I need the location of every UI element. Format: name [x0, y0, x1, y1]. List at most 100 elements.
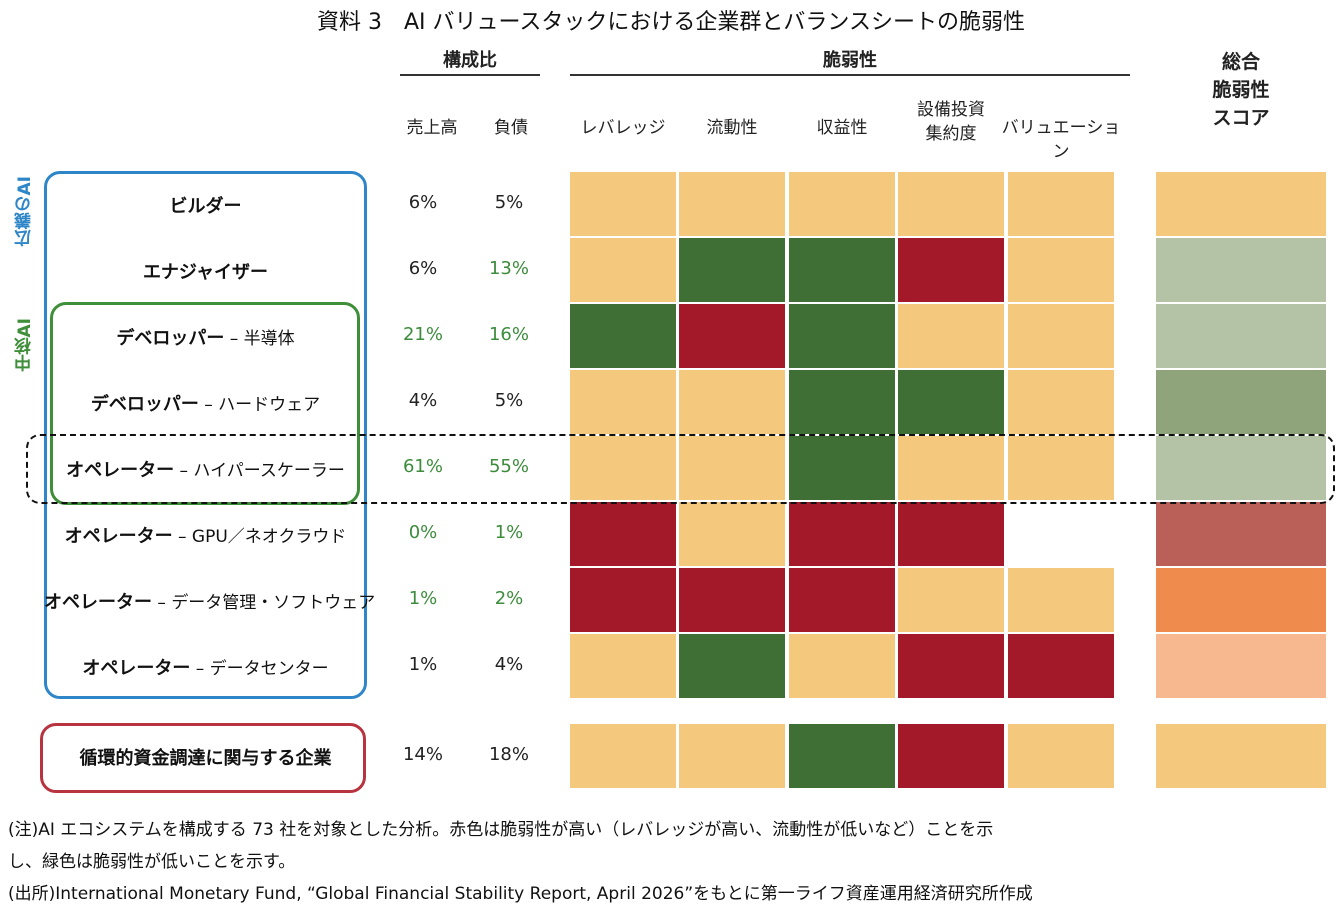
sales-share-value: 21% — [402, 324, 443, 345]
total-score-cell — [1156, 502, 1326, 566]
heatmap-cell — [679, 304, 785, 368]
sales-share-value: 1% — [408, 588, 438, 609]
row-label: オペレーター – ハイパースケーラー — [44, 456, 367, 482]
row-label: ビルダー — [44, 192, 367, 218]
col-header-line: 設備投資 — [917, 100, 985, 120]
row-label: オペレーター – データセンター — [44, 654, 367, 680]
debt-share-value: 2% — [494, 588, 524, 609]
heatmap-cell — [898, 724, 1004, 788]
row-label-sub: ハードウェア — [218, 395, 321, 415]
heatmap-cell — [898, 634, 1004, 698]
row-label-separator: – — [190, 659, 210, 679]
row-label-main: デベロッパー — [90, 394, 199, 415]
heatmap-cell — [789, 568, 895, 632]
row-label: エナジャイザー — [44, 258, 367, 284]
sales-share-value: 14% — [402, 744, 443, 765]
heatmap-cell — [898, 436, 1004, 500]
col-header-debt: 負債 — [494, 118, 528, 138]
row-label-sub: ハイパースケーラー — [193, 461, 345, 481]
heatmap-cell — [898, 568, 1004, 632]
debt-share-value: 18% — [488, 744, 529, 765]
total-header-line-3: スコア — [1212, 107, 1270, 129]
heatmap-cell — [1008, 502, 1114, 566]
heatmap-cell — [1008, 436, 1114, 500]
row-label-main: オペレーター — [64, 526, 173, 547]
heatmap-cell — [1008, 634, 1114, 698]
row-label-separator: – — [198, 395, 219, 415]
row-label-sub: データセンター — [209, 659, 329, 679]
row-label-separator: – — [152, 593, 172, 613]
broad-ai-label: 広義のAI — [15, 176, 35, 247]
note-line-2: し、緑色は脆弱性が低いことを示す。 — [8, 852, 296, 872]
total-header-line-1: 総合 — [1221, 51, 1260, 73]
heatmap-cell — [570, 502, 676, 566]
vulnerability-header-rule — [570, 74, 1130, 76]
heatmap-cell — [570, 370, 676, 434]
heatmap-cell — [679, 568, 785, 632]
debt-share-value: 55% — [488, 456, 529, 477]
heatmap-cell — [898, 502, 1004, 566]
col-header-vulnerability-1: 流動性 — [671, 116, 793, 140]
vulnerability-header: 脆弱性 — [823, 50, 877, 71]
heatmap-cell — [898, 238, 1004, 302]
row-label-main: デベロッパー — [116, 328, 225, 349]
col-header-line: 収益性 — [816, 118, 868, 138]
heatmap-cell — [679, 502, 785, 566]
total-score-header: 総合 脆弱性 スコア — [1156, 48, 1326, 132]
heatmap-cell — [789, 172, 895, 236]
row-label-sub: 半導体 — [243, 329, 295, 349]
row-label: オペレーター – データ管理・ソフトウェア — [44, 588, 375, 614]
heatmap-cell — [1008, 568, 1114, 632]
col-header-sales: 売上高 — [406, 118, 458, 138]
heatmap-cell — [1008, 370, 1114, 434]
heatmap-cell — [679, 724, 785, 788]
source-line: (出所)International Monetary Fund, “Global… — [8, 884, 1033, 904]
heatmap-cell — [789, 634, 895, 698]
row-label: 循環的資金調達に関与する企業 — [44, 744, 367, 770]
heatmap-cell — [570, 634, 676, 698]
circular-financing-box — [40, 723, 366, 793]
total-score-cell — [1156, 634, 1326, 698]
heatmap-cell — [570, 436, 676, 500]
total-score-cell — [1156, 568, 1326, 632]
row-label-main: ビルダー — [169, 196, 242, 217]
heatmap-cell — [789, 370, 895, 434]
col-header-line: レバレッジ — [580, 118, 666, 138]
chart-title: 資料 3 AI バリュースタックにおける企業群とバランスシートの脆弱性 — [317, 10, 1025, 35]
hyperscaler-highlight-box — [26, 434, 1335, 504]
total-score-cell — [1156, 238, 1326, 302]
total-header-line-2: 脆弱性 — [1212, 79, 1270, 101]
total-score-cell — [1156, 304, 1326, 368]
col-header-line: 流動性 — [706, 118, 758, 138]
debt-share-value: 4% — [494, 654, 524, 675]
heatmap-cell — [789, 238, 895, 302]
debt-share-value: 5% — [494, 192, 524, 213]
total-score-cell — [1156, 436, 1326, 500]
row-label: オペレーター – GPU／ネオクラウド — [44, 522, 367, 548]
col-header-line: 集約度 — [925, 124, 977, 144]
row-label-separator: – — [224, 329, 244, 349]
heatmap-cell — [679, 370, 785, 434]
heatmap-cell — [1008, 724, 1114, 788]
col-header-vulnerability-4: バリュエーション — [1000, 116, 1122, 164]
heatmap-cell — [789, 502, 895, 566]
col-header-vulnerability-2: 収益性 — [781, 116, 903, 140]
heatmap-cell — [789, 304, 895, 368]
heatmap-cell — [898, 304, 1004, 368]
heatmap-cell — [679, 172, 785, 236]
composition-header-rule — [400, 74, 540, 76]
total-score-cell — [1156, 370, 1326, 434]
heatmap-cell — [1008, 172, 1114, 236]
heatmap-cell — [679, 238, 785, 302]
heatmap-cell — [789, 724, 895, 788]
heatmap-cell — [679, 436, 785, 500]
sales-share-value: 6% — [408, 258, 438, 279]
sales-share-value: 4% — [408, 390, 438, 411]
row-label: デベロッパー – ハードウェア — [44, 390, 367, 416]
row-label-separator: – — [172, 527, 192, 547]
sales-share-value: 61% — [402, 456, 443, 477]
row-label-sub: データ管理・ソフトウェア — [171, 593, 376, 613]
sales-share-value: 0% — [408, 522, 438, 543]
row-label-main: オペレーター — [82, 658, 191, 679]
heatmap-cell — [679, 634, 785, 698]
